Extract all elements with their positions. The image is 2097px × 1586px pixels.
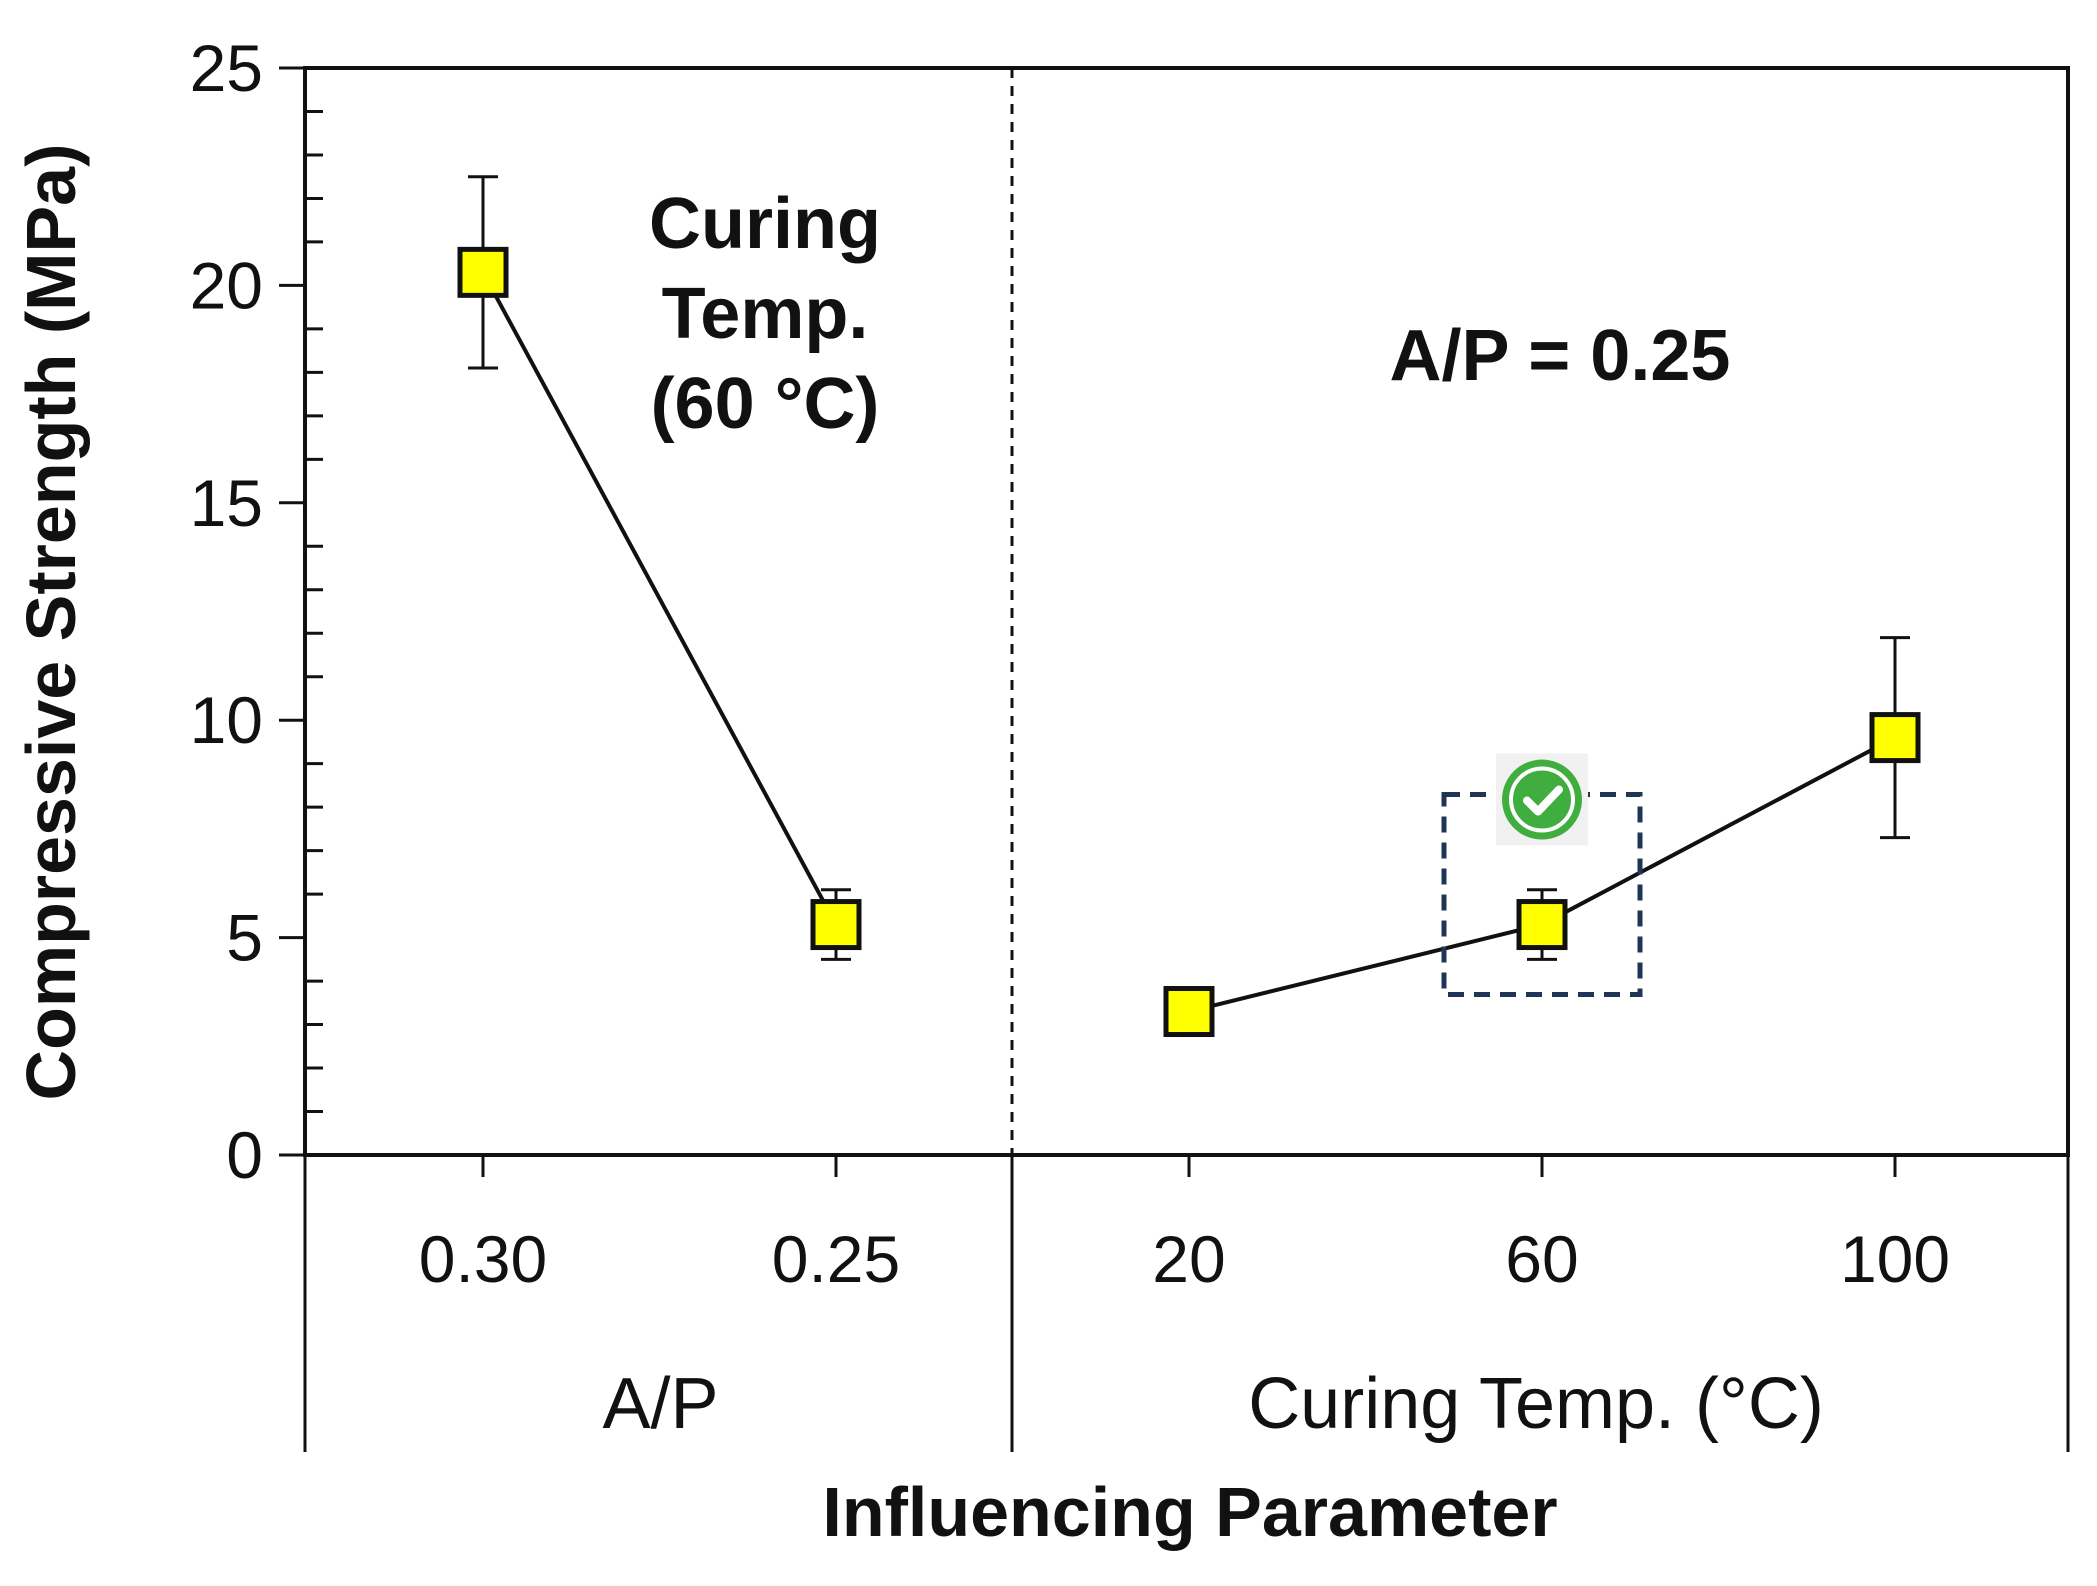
data-point <box>1163 986 1215 1038</box>
x-tick-label: 0.30 <box>419 1222 547 1296</box>
x-tick-label: 60 <box>1505 1222 1578 1296</box>
y-axis: 0 5 10 15 20 25 <box>190 31 323 1192</box>
x-axis-title: Influencing Parameter <box>822 1473 1557 1551</box>
y-axis-title: Compressive Strength (MPa) <box>12 144 90 1101</box>
group-label: Curing Temp. (°C) <box>1248 1364 1824 1444</box>
series-line <box>481 271 838 926</box>
y-tick-label: 20 <box>190 248 263 322</box>
check-icon <box>1496 753 1588 846</box>
data-point <box>810 899 862 951</box>
y-tick-label: 5 <box>226 901 263 975</box>
annotations: Curing Temp. (60 °C) A/P = 0.25 <box>649 184 1731 998</box>
curing-temp-annotation: (60 °C) <box>651 364 880 444</box>
y-tick-label: 10 <box>190 683 263 757</box>
data-point <box>1869 712 1921 764</box>
plot-frame <box>303 66 2070 1157</box>
y-tick-label: 0 <box>226 1118 263 1192</box>
check-mark <box>1523 785 1563 816</box>
y-tick-label: 15 <box>190 466 263 540</box>
curing-temp-annotation: Curing <box>649 184 881 264</box>
series <box>457 175 1921 1038</box>
curing-temp-annotation: Temp. <box>662 274 869 354</box>
group-label: A/P <box>602 1364 718 1444</box>
data-point <box>457 246 509 298</box>
x-tick-label: 0.25 <box>772 1222 900 1296</box>
y-tick-label: 25 <box>190 31 263 105</box>
ap-annotation: A/P = 0.25 <box>1390 316 1731 396</box>
x-tick-label: 20 <box>1152 1222 1225 1296</box>
highlight-box <box>1441 792 1643 998</box>
badge-outer-circle <box>1502 759 1582 840</box>
data-point <box>1516 899 1568 951</box>
plot-border <box>303 66 2070 1157</box>
badge-ring <box>1509 766 1575 833</box>
x-tick-label: 100 <box>1840 1222 1950 1296</box>
